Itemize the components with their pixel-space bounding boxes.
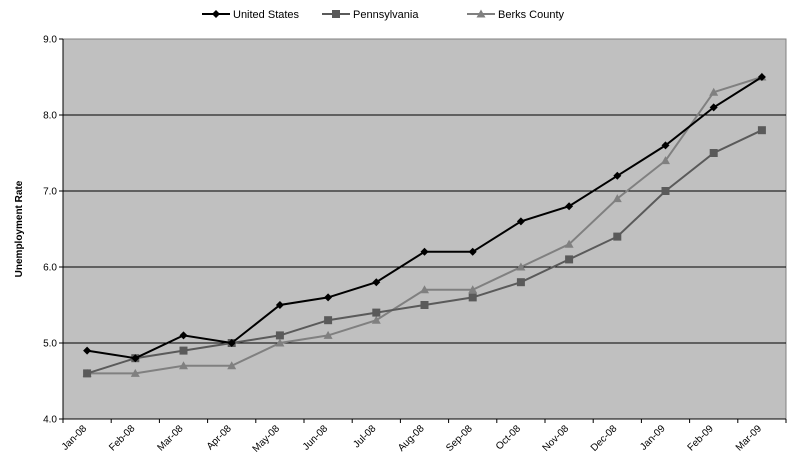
x-tick-label: Oct-08 xyxy=(494,423,523,452)
x-tick-label: Jul-08 xyxy=(351,423,378,450)
y-tick-label: 7.0 xyxy=(43,187,57,198)
data-point-united-states xyxy=(324,293,333,302)
y-tick-label: 4.0 xyxy=(43,415,57,426)
data-point-pennsylvania xyxy=(757,126,766,135)
data-point-berks-county xyxy=(420,285,429,294)
data-point-berks-county xyxy=(468,285,478,294)
data-point-united-states xyxy=(661,141,670,150)
legend-label: Pennsylvania xyxy=(353,9,419,21)
x-tick-label: Jun-08 xyxy=(301,423,331,453)
x-tick-label: Mar-09 xyxy=(734,423,764,453)
data-point-berks-county xyxy=(275,338,285,347)
data-point-pennsylvania xyxy=(83,369,92,378)
data-point-pennsylvania xyxy=(709,149,718,157)
data-point-pennsylvania xyxy=(324,316,333,325)
y-tick-label: 5.0 xyxy=(43,339,57,350)
y-tick-label: 6.0 xyxy=(43,263,57,274)
data-point-united-states xyxy=(565,202,574,211)
data-point-united-states xyxy=(613,171,622,180)
data-point-berks-county xyxy=(130,368,140,377)
y-axis-ticks: 4.0 5.0 6.0 7.0 8.0 9.0 xyxy=(43,35,63,426)
y-axis-label: Unemployment Rate xyxy=(14,180,25,277)
data-point-pennsylvania xyxy=(179,346,188,355)
x-tick-label: Sep-08 xyxy=(444,423,475,454)
data-point-pennsylvania xyxy=(420,301,429,309)
legend-item-pennsylvania: Pennsylvania xyxy=(322,9,419,21)
data-point-berks-county xyxy=(564,239,574,248)
data-point-united-states xyxy=(468,247,477,256)
legend-label: United States xyxy=(233,9,300,21)
legend: United States Pennsylvania Berks County xyxy=(202,9,565,21)
data-point-pennsylvania xyxy=(468,293,477,302)
x-tick-label: Aug-08 xyxy=(396,423,427,454)
data-point-pennsylvania xyxy=(661,187,670,195)
data-point-pennsylvania xyxy=(372,308,381,317)
data-point-berks-county xyxy=(179,361,188,370)
data-point-pennsylvania xyxy=(516,278,525,287)
x-tick-label: Jan-09 xyxy=(638,423,668,453)
data-point-berks-county xyxy=(371,315,381,324)
series-group xyxy=(82,72,767,378)
x-tick-label: Feb-08 xyxy=(107,423,137,453)
data-point-united-states xyxy=(372,278,381,287)
y-tick-label: 8.0 xyxy=(43,111,57,122)
legend-marker xyxy=(212,10,220,18)
legend-item-united-states: United States xyxy=(202,9,300,21)
legend-marker xyxy=(332,10,340,18)
data-point-united-states xyxy=(131,354,140,363)
data-point-united-states xyxy=(757,73,766,81)
x-tick-label: Jan-08 xyxy=(60,423,90,453)
data-point-united-states xyxy=(420,247,429,256)
data-point-berks-county xyxy=(661,156,670,165)
data-point-pennsylvania xyxy=(275,331,284,340)
data-point-berks-county xyxy=(227,361,237,370)
x-tick-label: Apr-08 xyxy=(205,423,234,452)
data-point-berks-county xyxy=(516,262,526,271)
data-point-pennsylvania xyxy=(565,255,574,264)
x-tick-label: May-08 xyxy=(251,423,283,455)
data-point-united-states xyxy=(709,103,718,112)
axes xyxy=(62,39,786,420)
data-point-berks-county xyxy=(323,330,333,339)
y-tick-label: 9.0 xyxy=(43,35,57,46)
x-tick-label: Dec-08 xyxy=(589,423,620,454)
data-point-united-states xyxy=(179,331,188,340)
legend-item-berks-county: Berks County xyxy=(467,9,565,21)
data-point-pennsylvania xyxy=(613,232,622,241)
legend-marker xyxy=(476,9,486,18)
x-tick-label: Feb-09 xyxy=(686,423,716,453)
gridlines xyxy=(63,114,786,344)
data-point-united-states xyxy=(516,217,525,226)
x-tick-label: Nov-08 xyxy=(541,423,572,454)
data-point-berks-county xyxy=(709,87,719,96)
series-united-states xyxy=(83,73,766,363)
data-point-united-states xyxy=(83,346,92,355)
x-axis-ticks: Jan-08 Feb-08 Mar-08 Apr-08 May-08 Jun-08 Jul-… xyxy=(60,419,787,455)
plot-area xyxy=(62,38,787,420)
data-point-united-states xyxy=(227,339,236,347)
legend-label: Berks County xyxy=(498,9,565,21)
data-point-berks-county xyxy=(612,194,622,203)
x-tick-label: Mar-08 xyxy=(155,423,185,453)
data-point-united-states xyxy=(275,301,284,309)
